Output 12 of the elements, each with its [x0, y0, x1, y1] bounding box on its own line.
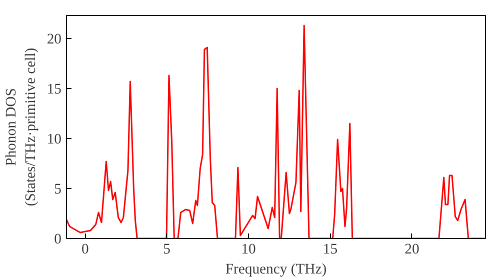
y-tick-label: 5	[54, 182, 62, 198]
x-tick-label: 0	[81, 242, 89, 258]
y-tick-label: 15	[46, 82, 62, 98]
y-axis-title: Phonon DOS (States/THz·primitive cell)	[4, 48, 39, 206]
y-tick-label: 20	[46, 32, 62, 48]
x-tick-label: 15	[322, 242, 338, 258]
y-tick-label: 0	[54, 232, 62, 248]
x-tick-label: 20	[404, 242, 420, 258]
x-tick-label: 10	[241, 242, 256, 258]
x-axis-title: Frequency (THz)	[225, 262, 327, 278]
x-tick-label: 5	[163, 242, 170, 258]
y-tick-label: 10	[46, 132, 62, 148]
